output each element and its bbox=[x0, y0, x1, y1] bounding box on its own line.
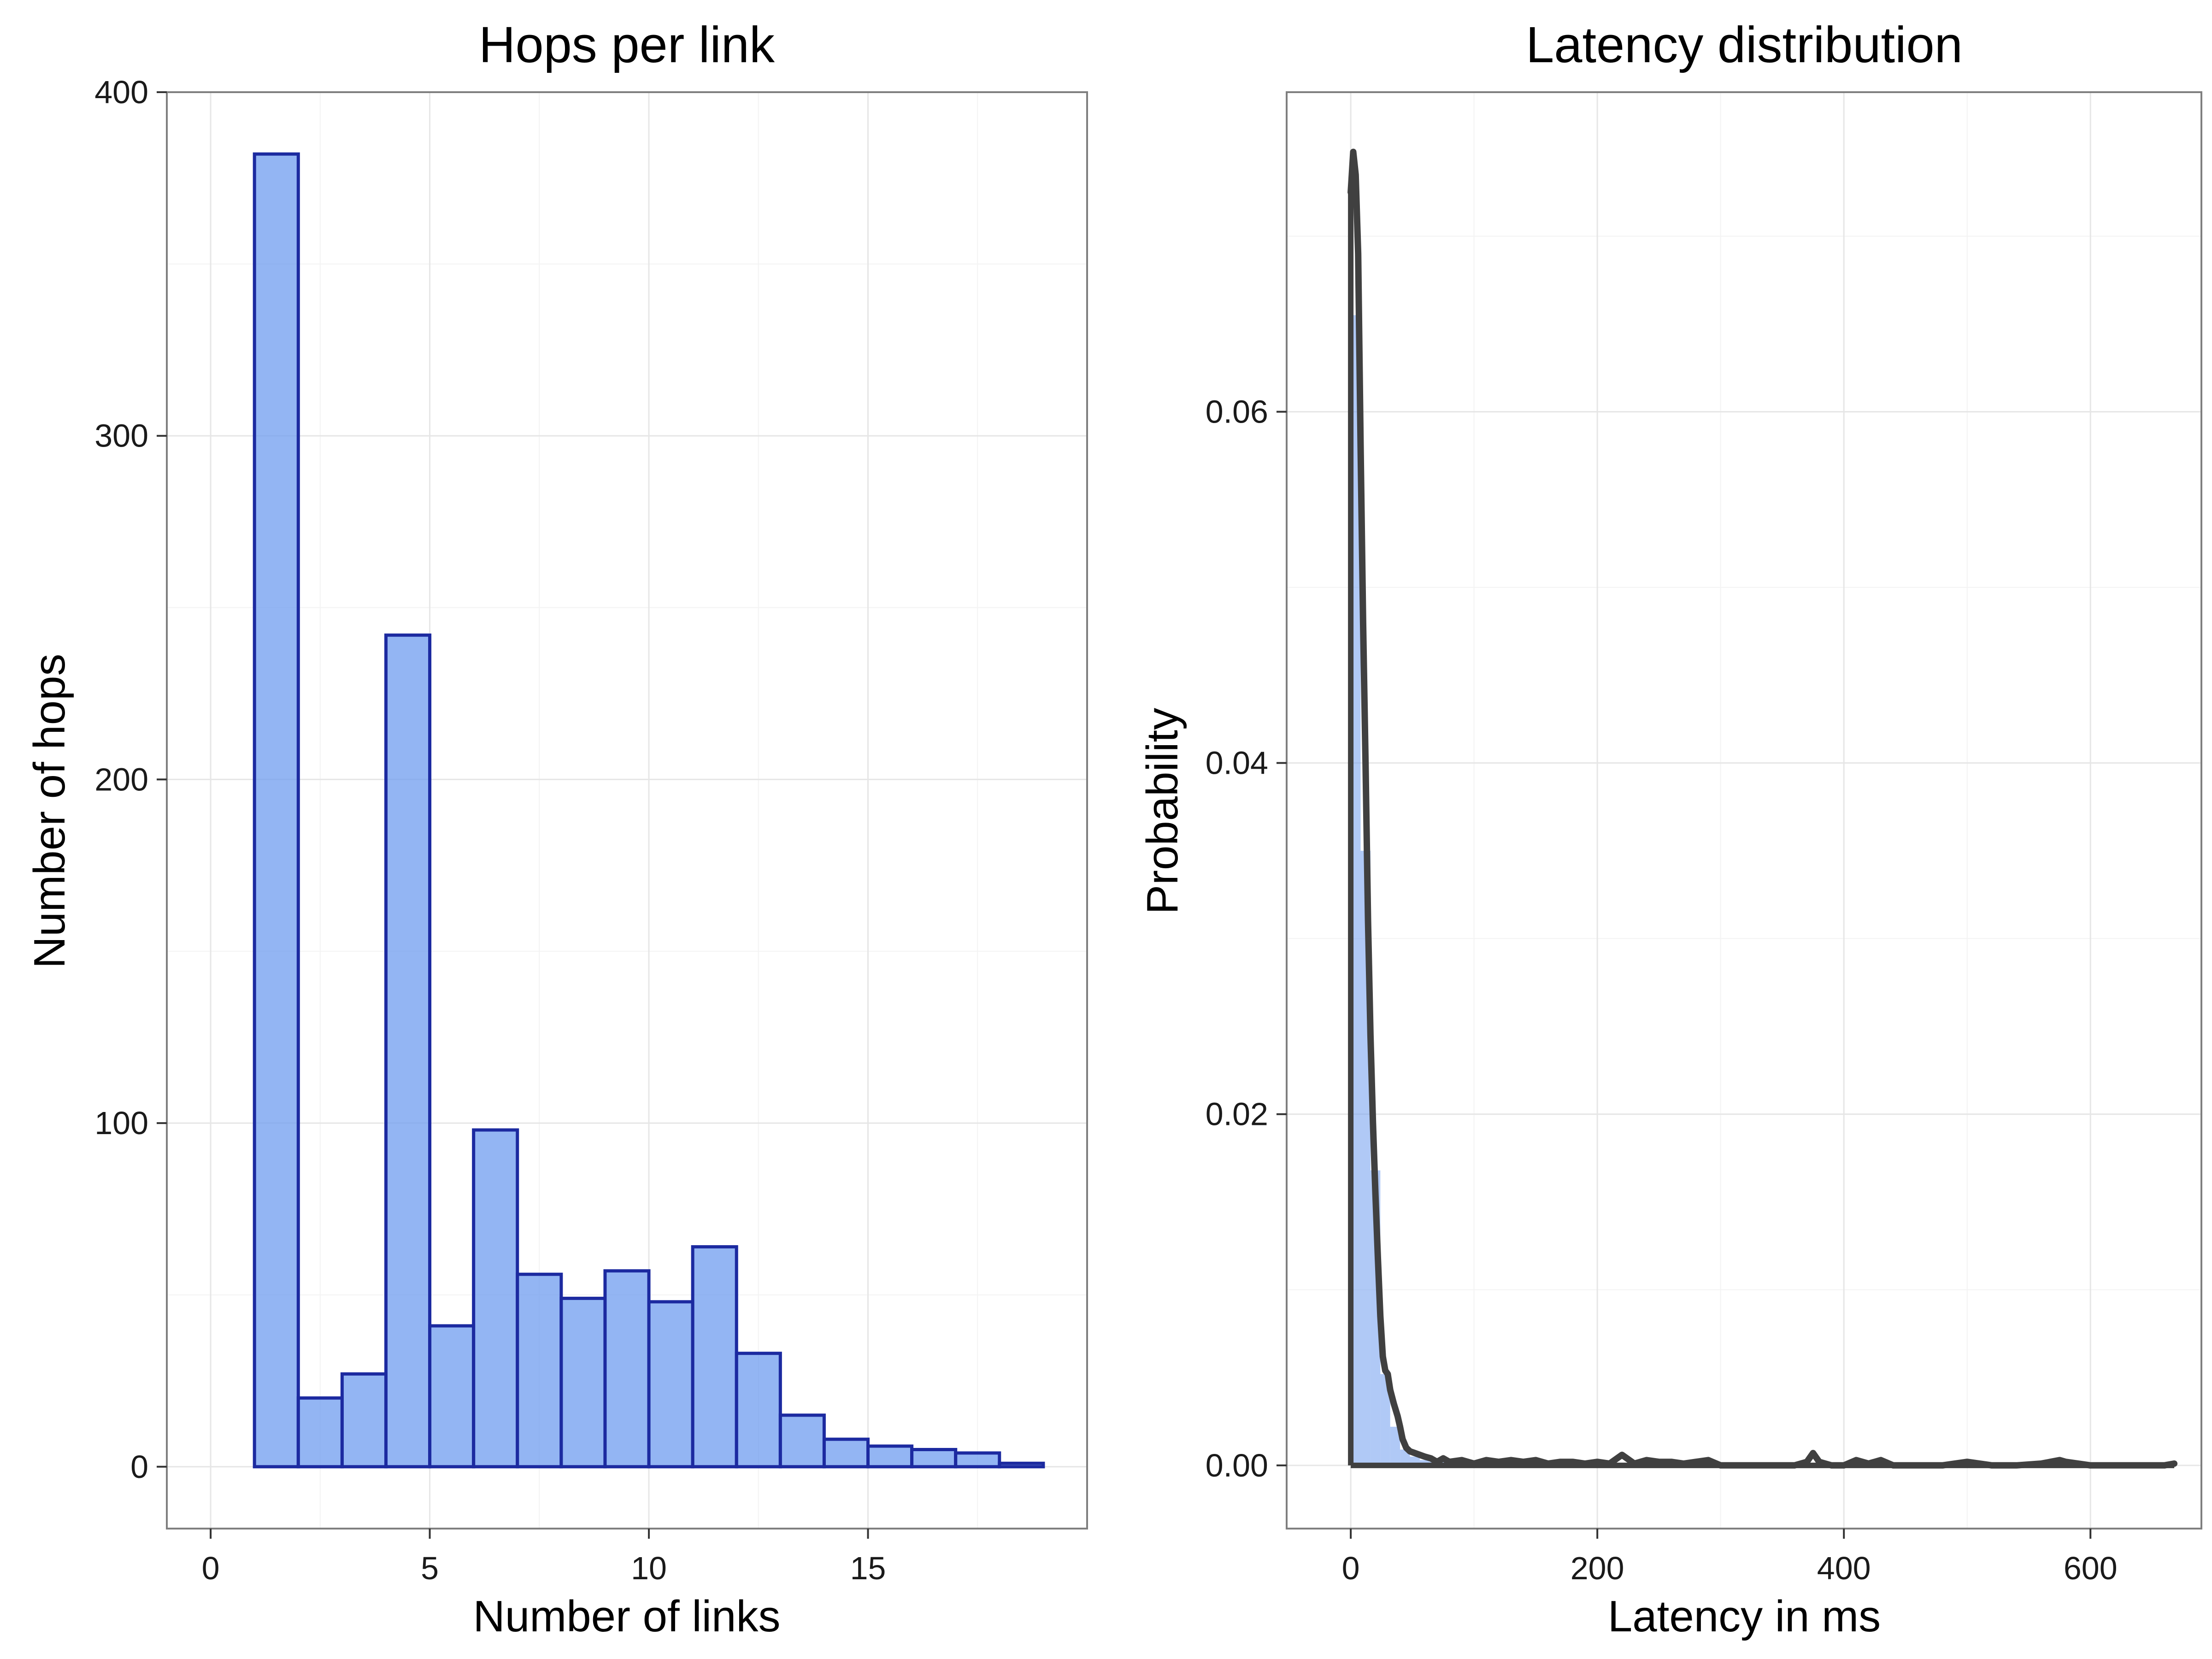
density-line bbox=[1347, 148, 2178, 1469]
x-tick-label: 0 bbox=[1342, 1550, 1360, 1586]
histogram-bar bbox=[691, 1245, 738, 1469]
x-tick-label: 5 bbox=[421, 1550, 439, 1586]
histogram-bar bbox=[822, 1437, 870, 1469]
y-axis-title: Number of hops bbox=[25, 653, 74, 968]
histogram-bar bbox=[472, 1128, 519, 1469]
y-tick-label: 0.00 bbox=[1206, 1447, 1268, 1483]
chart-title: Hops per link bbox=[479, 17, 775, 73]
y-axis: 0.00 0.02 0.04 0.06 bbox=[1206, 394, 1287, 1483]
plot-panel-border bbox=[166, 91, 1088, 1530]
density-curve bbox=[1347, 148, 2178, 1469]
histogram-bar bbox=[954, 1451, 1001, 1469]
y-tick-label: 0 bbox=[130, 1449, 148, 1485]
y-tick-label: 0.02 bbox=[1206, 1096, 1268, 1132]
y-tick-label: 0.04 bbox=[1206, 745, 1268, 781]
y-tick-label: 200 bbox=[94, 761, 148, 797]
y-tick-label: 400 bbox=[94, 74, 148, 110]
histogram-bar bbox=[910, 1447, 958, 1469]
x-axis-title: Latency in ms bbox=[1608, 1592, 1881, 1641]
histogram-bar bbox=[603, 1269, 651, 1469]
hops-per-link-chart: Hops per link 0 100 200 300 400 0 5 10 15 Numbe… bbox=[25, 17, 1088, 1641]
histogram-bar bbox=[647, 1300, 694, 1469]
histogram-bars bbox=[253, 152, 1045, 1469]
y-tick-label: 0.06 bbox=[1206, 394, 1268, 430]
histogram-bar bbox=[253, 152, 300, 1469]
latency-bar bbox=[1380, 1374, 1390, 1465]
x-tick-label: 0 bbox=[202, 1550, 220, 1586]
x-tick-label: 200 bbox=[1571, 1550, 1624, 1586]
histogram-bar bbox=[428, 1324, 476, 1469]
x-tick-label: 400 bbox=[1817, 1550, 1871, 1586]
latency-bar bbox=[1390, 1426, 1400, 1465]
x-axis: 0 200 400 600 bbox=[1342, 1529, 2118, 1586]
y-axis: 0 100 200 300 400 bbox=[94, 74, 167, 1485]
histogram-bar bbox=[384, 633, 432, 1469]
histogram-bar bbox=[516, 1272, 563, 1469]
y-tick-label: 100 bbox=[94, 1105, 148, 1141]
y-tick-label: 300 bbox=[94, 418, 148, 454]
x-tick-label: 600 bbox=[2064, 1550, 2118, 1586]
histogram-bar bbox=[778, 1413, 826, 1469]
histogram-bar bbox=[559, 1296, 607, 1469]
histogram-bar bbox=[296, 1396, 344, 1469]
histogram-bar bbox=[866, 1444, 914, 1469]
gridlines bbox=[1287, 92, 2201, 1529]
x-axis-title: Number of links bbox=[473, 1592, 781, 1641]
x-axis: 0 5 10 15 bbox=[202, 1529, 886, 1586]
x-tick-label: 15 bbox=[850, 1550, 886, 1586]
plot-panel-border bbox=[1286, 91, 2202, 1530]
y-axis-title: Probability bbox=[1138, 708, 1187, 914]
x-tick-label: 10 bbox=[631, 1550, 667, 1586]
latency-bar bbox=[1400, 1449, 1410, 1465]
latency-distribution-chart: Latency distribution 0.00 0.02 0.04 0.06 0 2… bbox=[1138, 17, 2202, 1641]
histogram-bar bbox=[735, 1352, 782, 1469]
histogram-bar bbox=[998, 1461, 1045, 1469]
chart-title: Latency distribution bbox=[1526, 17, 1963, 73]
histogram-bar bbox=[340, 1372, 388, 1469]
